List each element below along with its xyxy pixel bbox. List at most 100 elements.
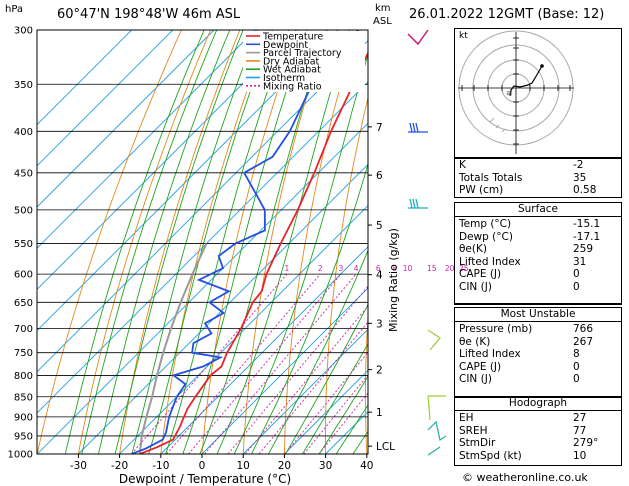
isotherm-line — [37, 122, 368, 454]
indices-table: K -2 Totals Totals 35 PW (cm) 0.58 — [454, 157, 622, 198]
legend-entry: Parcel Trajectory — [263, 48, 342, 59]
pressure-tick-label: 450 — [14, 168, 33, 179]
pressure-tick-label: 400 — [14, 127, 33, 138]
isotherm-line — [37, 30, 256, 249]
pressure-tick-label: 500 — [14, 205, 33, 216]
mixing-ratio-label: 15 — [427, 264, 437, 273]
wind-barb-flag — [415, 122, 419, 133]
mixing-ratio-label: 4 — [354, 264, 359, 273]
pressure-tick-label: 950 — [14, 431, 33, 442]
wind-barb — [427, 420, 447, 456]
km-tick-label: LCL — [376, 441, 395, 453]
pressure-tick-label: 650 — [14, 298, 33, 309]
wind-barb — [427, 329, 441, 351]
hodograph-label: StmDir — [459, 437, 496, 449]
totals-totals-value: 35 — [573, 171, 587, 184]
isotherm-line — [242, 328, 368, 454]
most-unstable-row: Pressure (mb) 766 — [455, 323, 621, 336]
pressure-tick-label: 550 — [14, 239, 33, 250]
km-tick-label: 2 — [376, 365, 383, 377]
plot-frame — [36, 29, 369, 455]
surface-label: CAPE (J) — [459, 268, 502, 280]
surface-row: Dewp (°C) -17.1 — [455, 231, 621, 244]
temp-tick-label: -20 — [111, 460, 128, 472]
hodograph-label: EH — [459, 412, 474, 424]
mixing-ratio-label: 20 — [445, 264, 455, 273]
hodograph-row: EH 27 — [455, 412, 621, 425]
wet-adiabat-line — [199, 30, 328, 454]
surface-value: 259 — [573, 243, 594, 255]
hodograph-row: SREH 77 — [455, 425, 621, 438]
most-unstable-row: CAPE (J) 0 — [455, 361, 621, 374]
surface-row: Temp (°C) -15.1 — [455, 218, 621, 231]
hodograph-title: Hodograph — [508, 397, 568, 409]
dewpoint-profile — [131, 30, 359, 454]
pressure-tick-label: 800 — [14, 371, 33, 382]
mixing-ratio-line — [166, 273, 321, 454]
wind-barb — [427, 395, 446, 421]
temp-tick-label: -10 — [152, 460, 169, 472]
mixing-ratio-label: 3 — [339, 264, 344, 273]
wet-adiabat-line — [114, 30, 244, 454]
isotherm-line — [37, 81, 368, 414]
surface-label: Temp (°C) — [459, 218, 512, 230]
km-tick-label: 3 — [376, 318, 383, 330]
most-unstable-value: 0 — [573, 373, 580, 385]
surface-row: θe(K) 259 — [455, 243, 621, 256]
wind-barb-flag — [415, 198, 419, 209]
dry-adiabat-line — [119, 30, 241, 454]
wet-adiabat-line — [267, 249, 368, 454]
wind-barb-flag — [409, 198, 413, 209]
asl-unit: ASL — [373, 16, 392, 27]
mixing-ratio-line — [227, 285, 368, 454]
dry-adiabat-line — [201, 30, 299, 454]
pressure-tick-label: 900 — [14, 412, 33, 423]
surface-value: -15.1 — [573, 218, 601, 230]
legend-entry: Dewpoint — [263, 40, 308, 51]
surface-row: CIN (J) 0 — [455, 281, 621, 294]
temp-tick-label: 40 — [360, 460, 373, 472]
legend-entry: Mixing Ratio — [263, 81, 322, 92]
pressure-tick-label: 300 — [14, 26, 33, 37]
isotherm-line — [160, 246, 368, 454]
most-unstable-label: θe (K) — [459, 335, 491, 348]
isotherm-line — [201, 287, 368, 454]
totals-totals-row: Totals Totals 35 — [455, 172, 621, 185]
most-unstable-label: CIN (J) — [459, 373, 492, 385]
mixing-ratio-label: 1 — [285, 264, 290, 273]
hodograph-row: StmSpd (kt) 10 — [455, 450, 621, 463]
wet-adiabat-line — [81, 30, 218, 454]
most-unstable-label: CAPE (J) — [459, 360, 502, 373]
most-unstable-label: Lifted Index — [459, 348, 521, 360]
hodograph-trace — [509, 65, 543, 97]
surface-label: Dewp (°C) — [459, 230, 513, 243]
isotherm-line — [37, 30, 338, 332]
wet-adiabat-line — [131, 30, 258, 454]
hodograph: kt ≋ — [454, 28, 622, 159]
most-unstable-table: Most Unstable Pressure (mb) 766 θe (K) 267 L… — [454, 307, 622, 398]
surface-row: Lifted Index 31 — [455, 256, 621, 269]
dry-adiabat-line — [37, 30, 182, 454]
surface-label: θe(K) — [459, 243, 487, 255]
wet-adiabat-line — [284, 303, 368, 454]
mixing-ratio-line — [188, 273, 342, 454]
k-index-value: -2 — [573, 159, 584, 171]
most-unstable-title: Most Unstable — [500, 308, 576, 320]
hpa-unit: hPa — [5, 4, 24, 15]
k-index-row: K -2 — [455, 159, 621, 172]
hodograph-row: StmDir 279° — [455, 437, 621, 450]
x-axis-label: Dewpoint / Temperature (°C) — [119, 472, 291, 486]
dry-adiabat-line — [160, 30, 270, 454]
legend-entry: Isotherm — [263, 73, 305, 84]
datetime-title: 26.01.2022 12GMT (Base: 12) — [409, 7, 605, 22]
most-unstable-row: CIN (J) 0 — [455, 373, 621, 386]
dry-adiabat-line — [283, 30, 358, 454]
temp-tick-label: -30 — [70, 460, 87, 472]
surface-value: 0 — [573, 268, 580, 280]
legend-entry: Temperature — [262, 32, 323, 43]
km-tick-label: 4 — [376, 270, 383, 282]
wet-adiabat-line — [165, 30, 290, 454]
wet-adiabat-line — [64, 30, 205, 454]
hodograph-label: SREH — [459, 424, 488, 437]
